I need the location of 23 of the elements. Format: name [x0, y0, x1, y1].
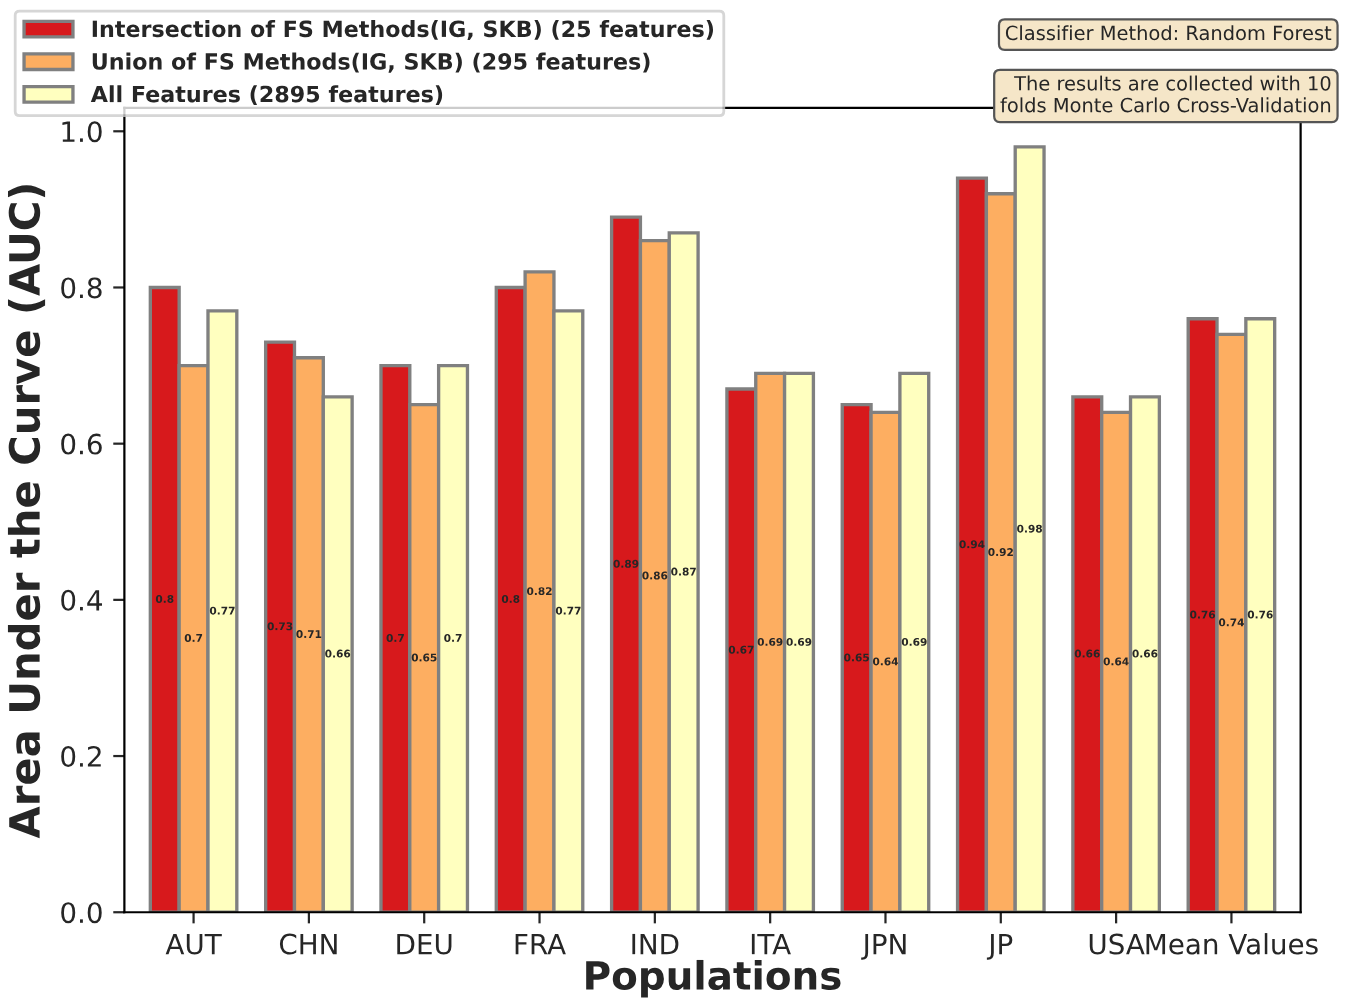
x-tick-label: FRA: [515, 933, 566, 955]
x-tick-label: IND: [632, 933, 679, 955]
x-tick-label: USA: [1089, 933, 1145, 955]
text: Classifier Method: Random Forest: [1005, 25, 1332, 41]
x-tick-label: DEU: [397, 933, 452, 955]
y-tick-label: 0.6: [61, 433, 102, 455]
x-axis-title: Populations: [586, 959, 841, 998]
legend-label: Union of FS Methods(IG, SKB) (295 features): [92, 52, 650, 73]
annotation: The results are collected with 10 folds Monte Carlo Cross-Validation: [1000, 75, 1331, 113]
x-tick-label: Mean Values: [1146, 933, 1318, 955]
x-tick-label: JPN: [861, 933, 906, 960]
x-tick-label: AUT: [165, 933, 222, 955]
x-tick-label: CHN: [279, 933, 337, 955]
y-tick-label: 1.0: [62, 121, 102, 143]
x-tick-label: ITA: [751, 933, 791, 955]
legend-label: Intersection of FS Methods(IG, SKB) (25 features): [92, 20, 714, 41]
y-tick-label: 0.2: [61, 745, 101, 767]
y-tick-label: 0.8: [61, 277, 102, 299]
legend-label: All Features (2895 features): [90, 85, 443, 106]
y-tick-label: 0.0: [61, 902, 102, 924]
y-tick-label: 0.4: [61, 589, 102, 611]
x-tick-label: JP: [986, 933, 1013, 960]
y-axis-title: Area Under the Curve (AUC): [7, 185, 46, 839]
